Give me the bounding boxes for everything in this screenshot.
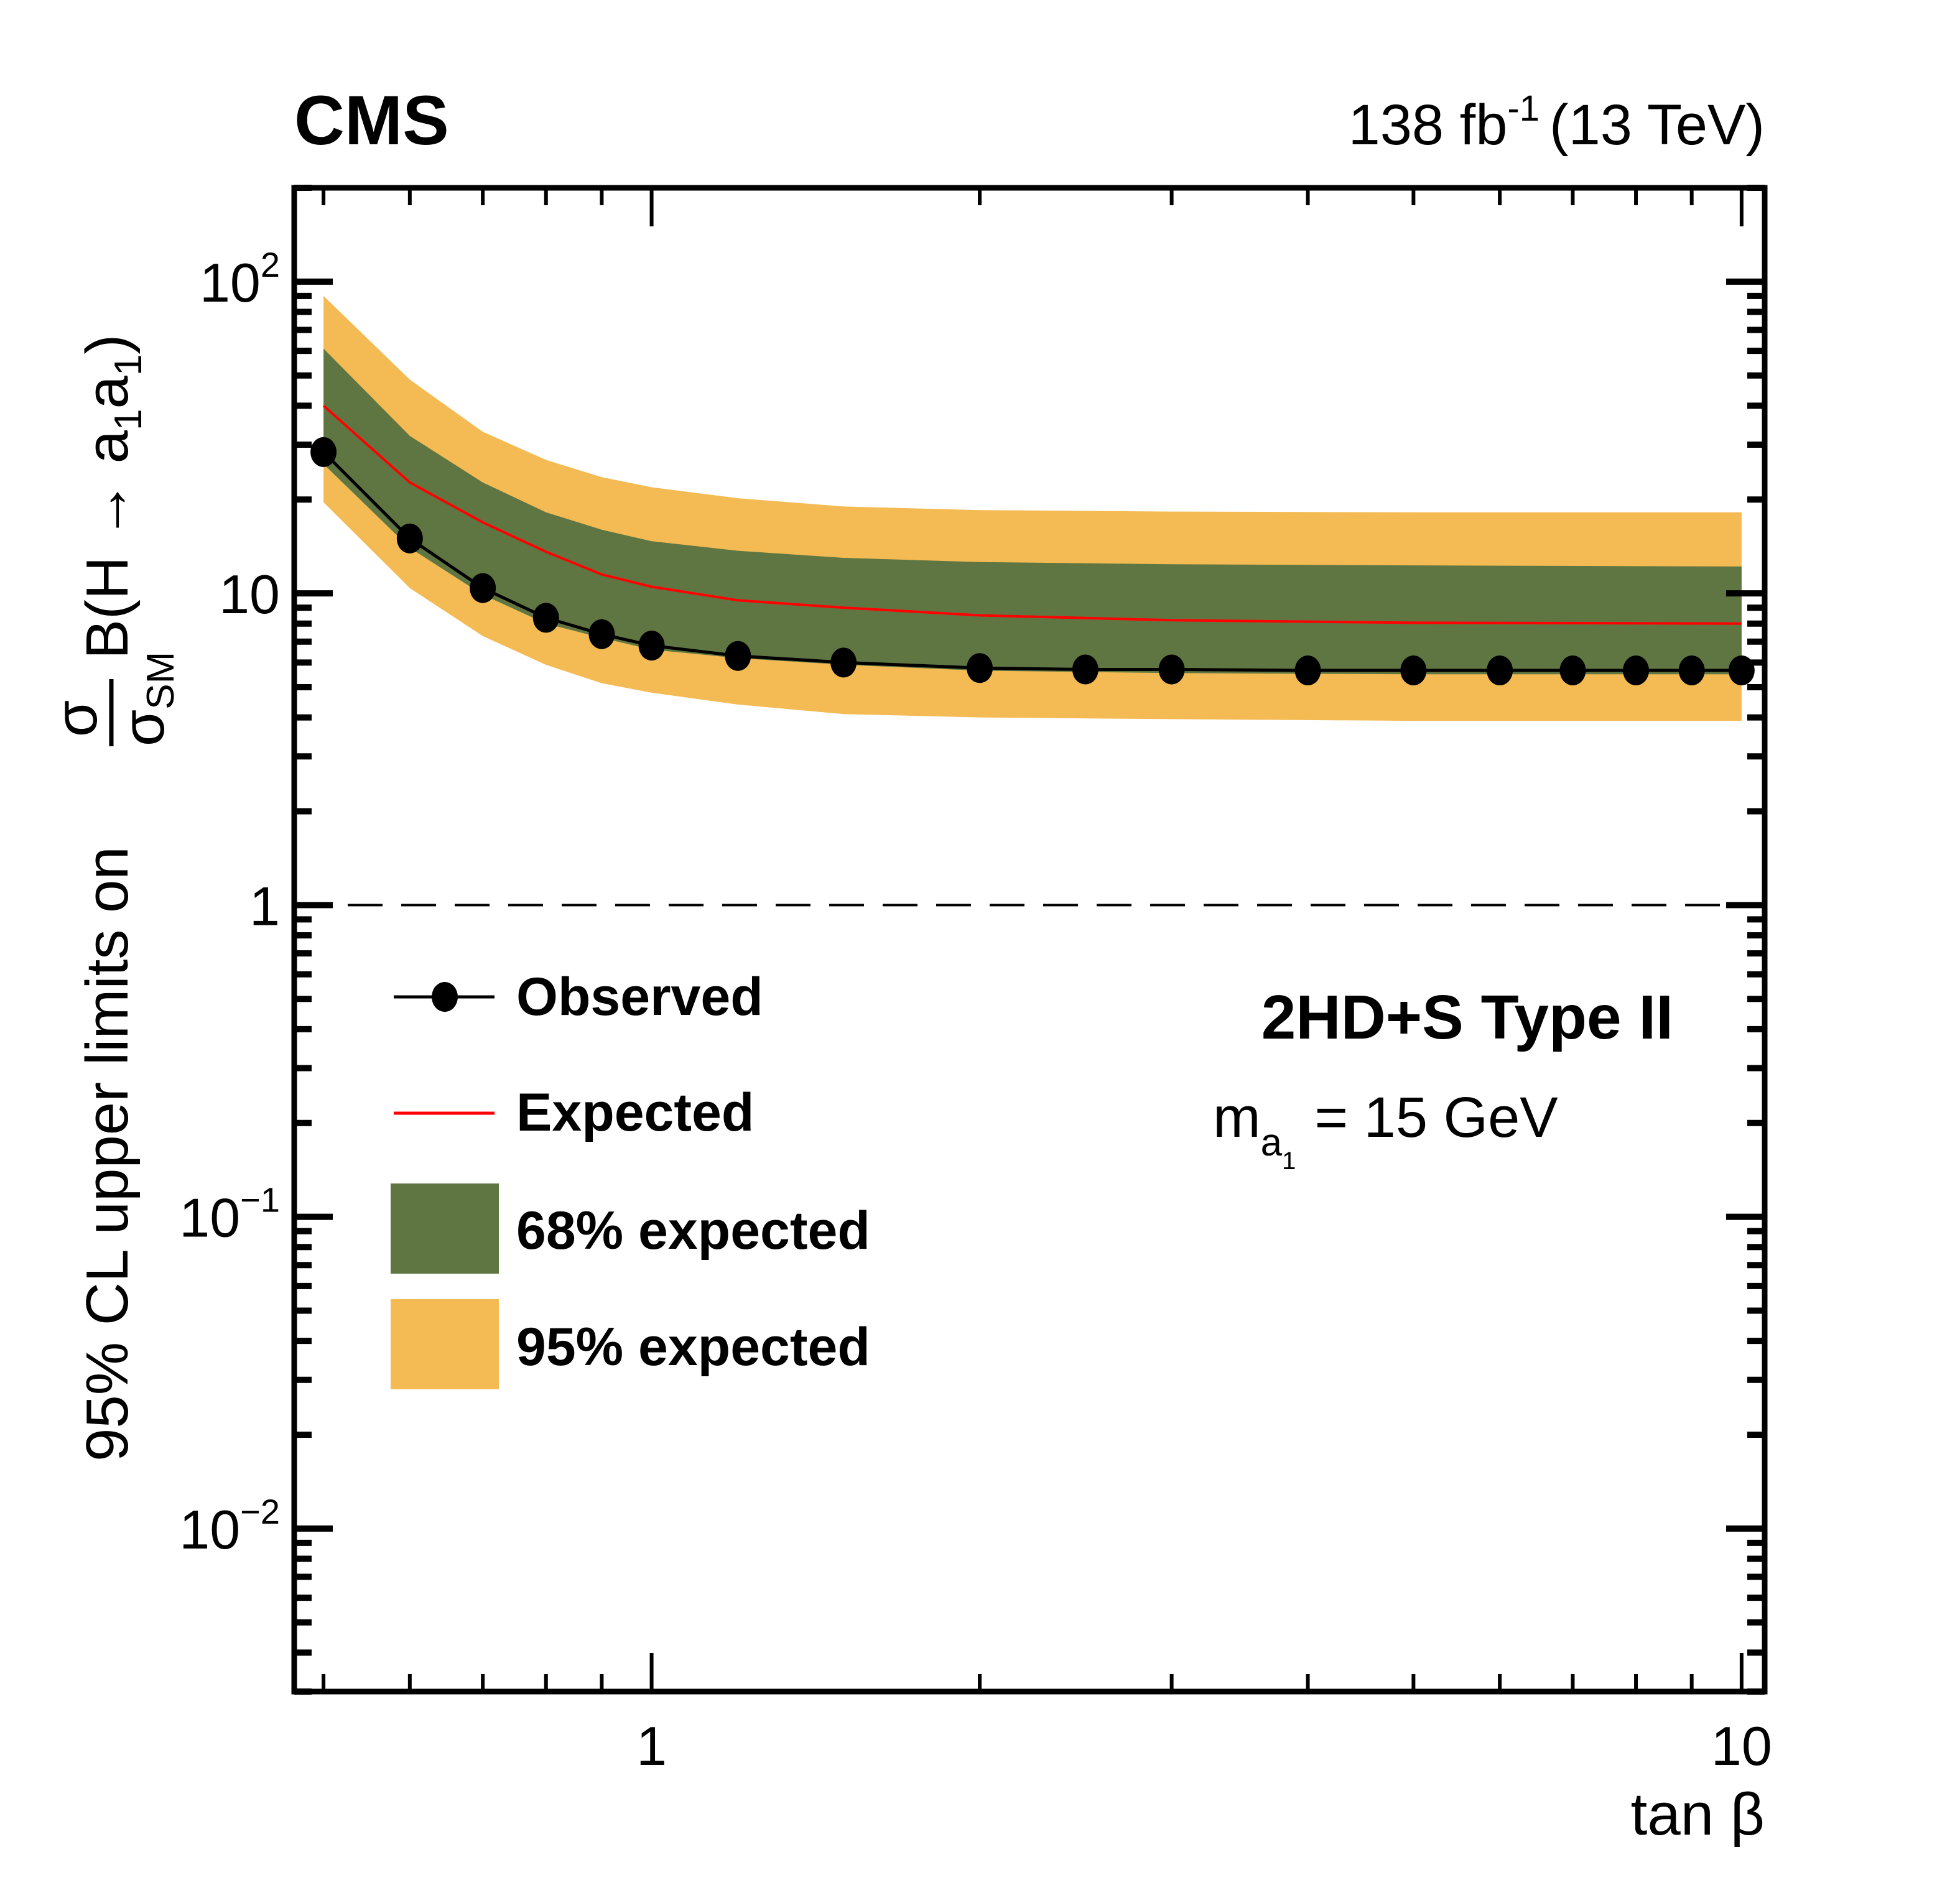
legend-item-68: 68% expected xyxy=(391,1183,870,1274)
observed-point xyxy=(638,631,665,661)
y-axis-title-text: 95% CL upper limits on xyxy=(74,846,141,1461)
observed-point xyxy=(1487,655,1513,686)
y-axis-title: 95% CL upper limits on σ σSM B(H → a1a1) xyxy=(43,335,182,1461)
observed-point xyxy=(588,619,615,649)
legend-95-swatch xyxy=(391,1299,499,1389)
legend-observed-label: Observed xyxy=(516,967,763,1027)
band-68-expected xyxy=(323,348,1742,675)
y-tick-label: 10−1 xyxy=(179,1180,280,1249)
lumi-value: 138 fb xyxy=(1349,93,1508,157)
legend-expected-label: Expected xyxy=(516,1083,754,1142)
y-title-sigma: σ xyxy=(43,700,109,737)
mass-prefix: m xyxy=(1213,1086,1261,1149)
y-tick-label: 10−2 xyxy=(179,1492,280,1560)
observed-point xyxy=(1294,655,1321,686)
observed-point xyxy=(532,603,559,633)
expected-line xyxy=(322,404,1742,625)
model-label: 2HD+S Type II xyxy=(1261,983,1673,1052)
x-axis-title: tan β xyxy=(1631,1781,1765,1848)
observed-point xyxy=(1678,655,1705,686)
observed-point xyxy=(1072,654,1098,685)
x-tick-label: 10 xyxy=(1711,1715,1772,1777)
observed-point xyxy=(830,647,857,678)
observed-point xyxy=(725,641,751,671)
lumi-exponent: -1 xyxy=(1507,88,1540,129)
y-tick-label: 10 xyxy=(219,563,280,625)
lumi-label: 138 fb-1 (13 TeV) xyxy=(1349,88,1765,157)
y-tick-label: 1 xyxy=(249,875,280,937)
observed-point xyxy=(396,523,423,553)
experiment-label: CMS xyxy=(294,81,449,159)
observed-point xyxy=(967,653,993,683)
legend-95-label: 95% expected xyxy=(516,1317,870,1377)
observed-point xyxy=(1400,655,1427,686)
observed-point xyxy=(1623,655,1650,686)
bands-layer xyxy=(323,295,1742,721)
observed-point xyxy=(470,573,496,603)
mass-sub: a xyxy=(1261,1121,1283,1164)
legend-68-label: 68% expected xyxy=(516,1201,870,1261)
energy-label: (13 TeV) xyxy=(1549,93,1765,157)
y-title-branching: B(H → a1a1) xyxy=(74,335,150,659)
y-title-sigma-sm: σSM xyxy=(110,652,182,746)
axis-ticks xyxy=(294,185,1765,1695)
axes-frame xyxy=(291,185,1768,1695)
mass-value: = 15 GeV xyxy=(1314,1086,1558,1149)
observed-point xyxy=(1158,654,1185,685)
y-tick-label: 102 xyxy=(200,245,280,313)
legend: Observed Expected 68% expected 95% expec… xyxy=(391,967,870,1389)
observed-point xyxy=(1559,655,1586,686)
mass-subsub: 1 xyxy=(1282,1147,1296,1175)
legend-item-95: 95% expected xyxy=(391,1299,870,1389)
legend-item-observed: Observed xyxy=(394,967,763,1027)
observed-point xyxy=(310,437,337,467)
points-layer xyxy=(310,437,1755,686)
mass-label: ma1 = 15 GeV xyxy=(1213,1086,1558,1175)
axis-tick-labels: 1 10 102 10 1 10−1 10−2 xyxy=(179,245,1772,1777)
legend-observed-marker xyxy=(432,982,458,1012)
legend-item-expected: Expected xyxy=(394,1083,754,1142)
legend-68-swatch xyxy=(391,1183,499,1274)
plot-frame xyxy=(291,185,1768,1695)
x-tick-label: 1 xyxy=(636,1715,667,1777)
y-title-prefix: 95% CL upper limits on xyxy=(74,846,141,1461)
